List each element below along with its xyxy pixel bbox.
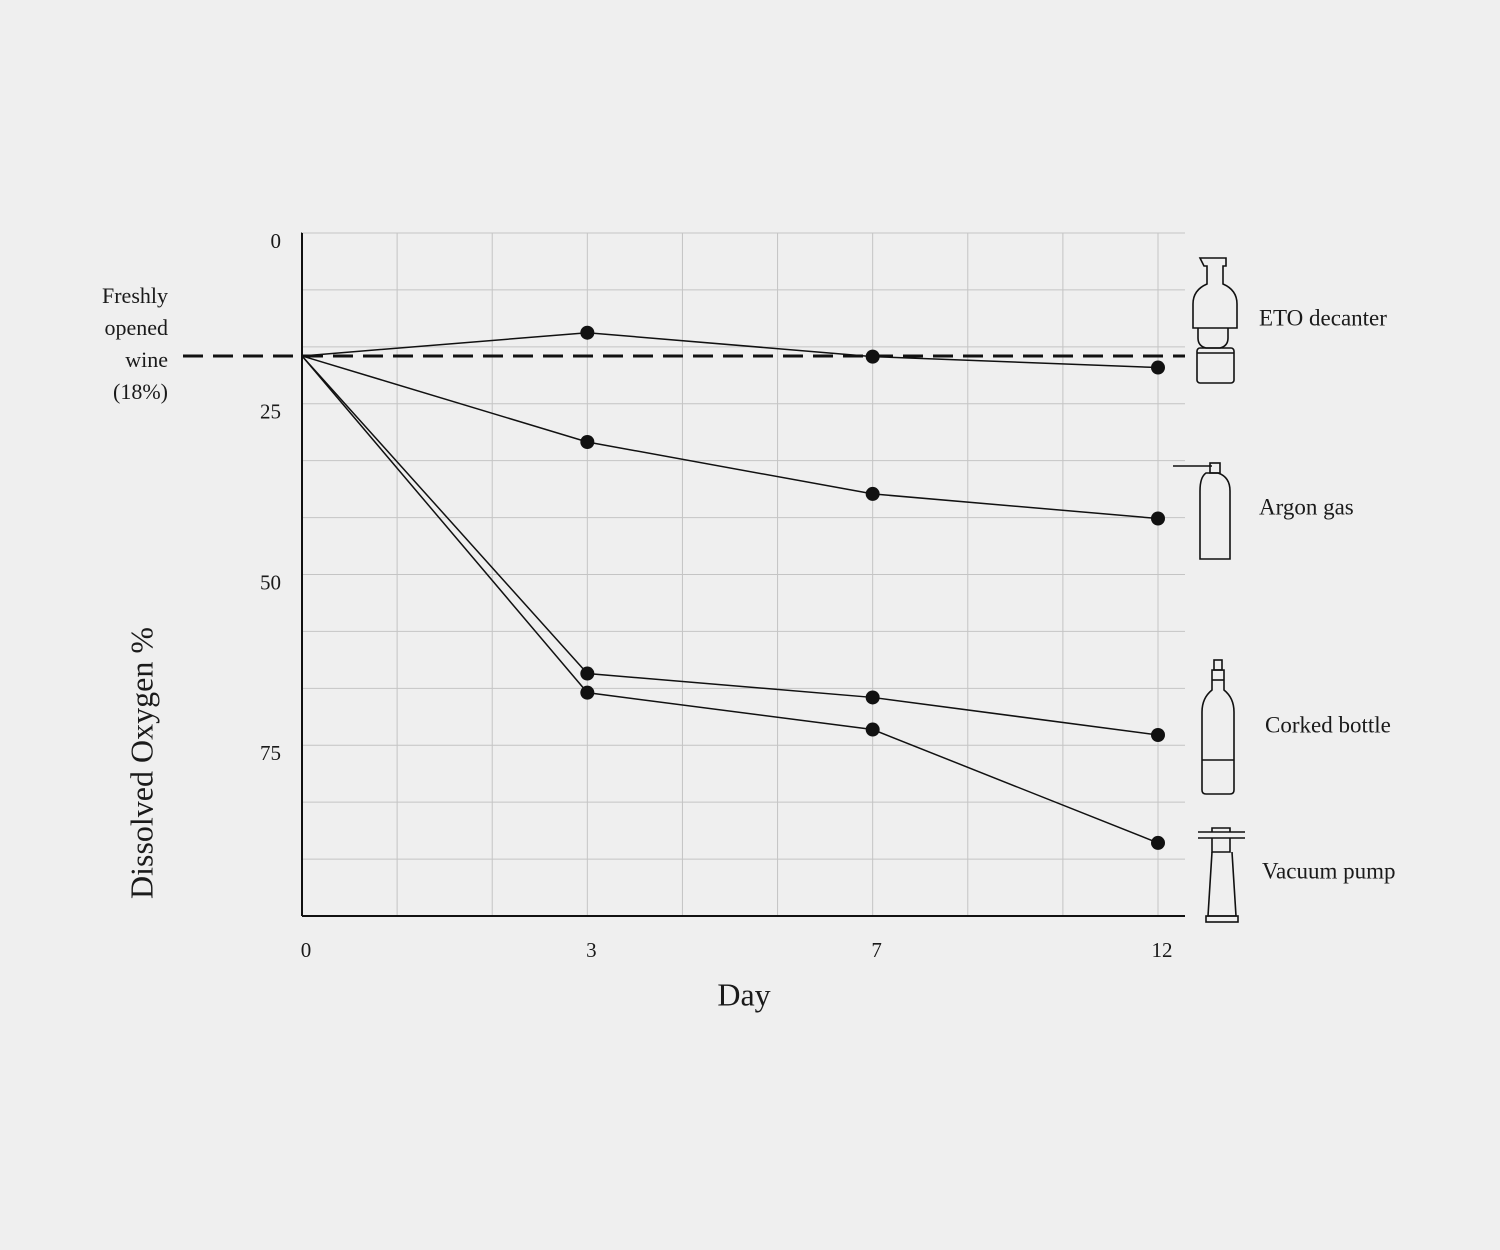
- x-tick-label: 12: [1152, 938, 1173, 962]
- series-line: [301, 355, 1159, 844]
- reference-label: Freshly: [102, 283, 168, 308]
- data-point: [580, 325, 595, 340]
- y-tick-label: 75: [260, 741, 281, 765]
- data-point: [865, 722, 880, 737]
- series-label: Argon gas: [1259, 494, 1354, 519]
- series-line: [301, 355, 1159, 520]
- y-axis-label: Dissolved Oxygen %: [123, 627, 159, 899]
- decanter-icon: [1192, 257, 1238, 384]
- series-line: [301, 355, 1159, 736]
- x-tick-label: 7: [871, 938, 882, 962]
- data-point: [1151, 511, 1165, 526]
- series-line: [301, 331, 1159, 369]
- data-point: [865, 690, 880, 705]
- y-tick-label: 0: [271, 229, 282, 253]
- reference-label: wine: [125, 347, 168, 372]
- x-axis-label: Day: [717, 976, 770, 1012]
- data-point: [1151, 360, 1165, 375]
- argon-icon: [1173, 462, 1231, 560]
- series-label: ETO decanter: [1259, 305, 1387, 330]
- reference-label: opened: [104, 315, 168, 340]
- data-point: [580, 434, 595, 449]
- data-point: [580, 685, 595, 700]
- series-label: Vacuum pump: [1262, 858, 1396, 883]
- y-tick-label: 25: [260, 400, 281, 424]
- y-tick-label: 50: [260, 570, 281, 594]
- reference-label: (18%): [113, 379, 168, 404]
- series-label: Corked bottle: [1265, 712, 1391, 737]
- pump-icon: [1198, 827, 1245, 923]
- data-point: [865, 349, 880, 364]
- x-tick-label: 3: [586, 938, 597, 962]
- data-point: [1151, 728, 1165, 743]
- grid: [301, 232, 1185, 917]
- data-point: [865, 486, 880, 501]
- data-point: [580, 666, 595, 681]
- x-tick-label: 0: [301, 938, 312, 962]
- bottle-icon: [1201, 659, 1235, 795]
- data-point: [1151, 835, 1165, 850]
